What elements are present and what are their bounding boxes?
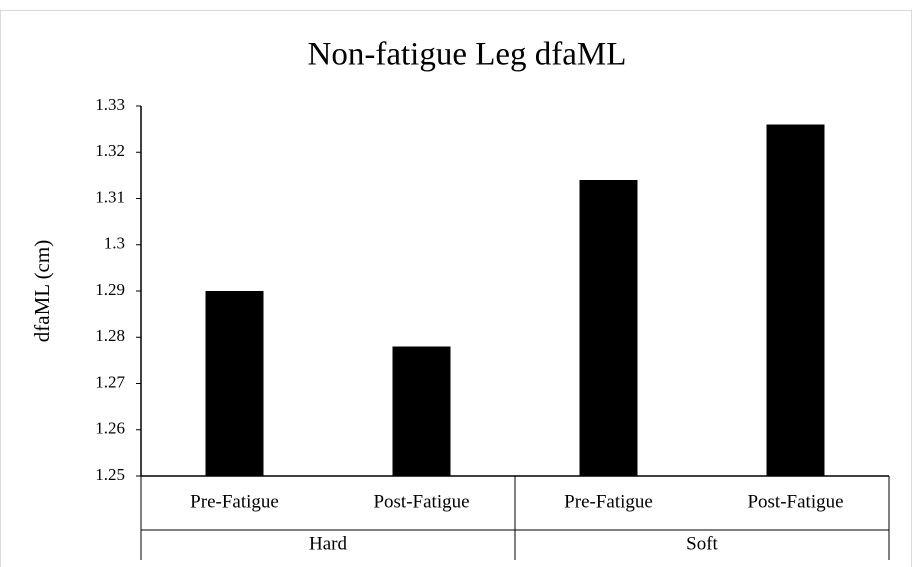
y-tick-label: 1.27: [95, 372, 125, 391]
bar: [766, 124, 825, 476]
chart-title: Non-fatigue Leg dfaML: [308, 37, 627, 73]
y-tick-label: 1.31: [95, 187, 125, 206]
x-tick-label: Post-Fatigue: [747, 491, 843, 512]
x-tick-label: Pre-Fatigue: [564, 491, 653, 512]
bar: [205, 291, 264, 476]
y-tick-label: 1.33: [95, 95, 125, 114]
bar: [392, 346, 451, 476]
y-tick-label: 1.28: [95, 326, 125, 345]
y-tick-label: 1.3: [104, 234, 125, 253]
x-tick-label: Pre-Fatigue: [190, 491, 279, 512]
group-label: Soft: [686, 533, 718, 554]
y-axis-label: dfaML (cm): [30, 240, 54, 342]
y-tick-label: 1.29: [95, 280, 125, 299]
y-tick-label: 1.32: [95, 141, 125, 160]
y-tick-label: 1.25: [95, 465, 125, 484]
y-tick-label: 1.26: [95, 419, 125, 438]
bar: [579, 180, 638, 476]
x-tick-label: Post-Fatigue: [373, 491, 469, 512]
group-label: Hard: [309, 533, 347, 554]
